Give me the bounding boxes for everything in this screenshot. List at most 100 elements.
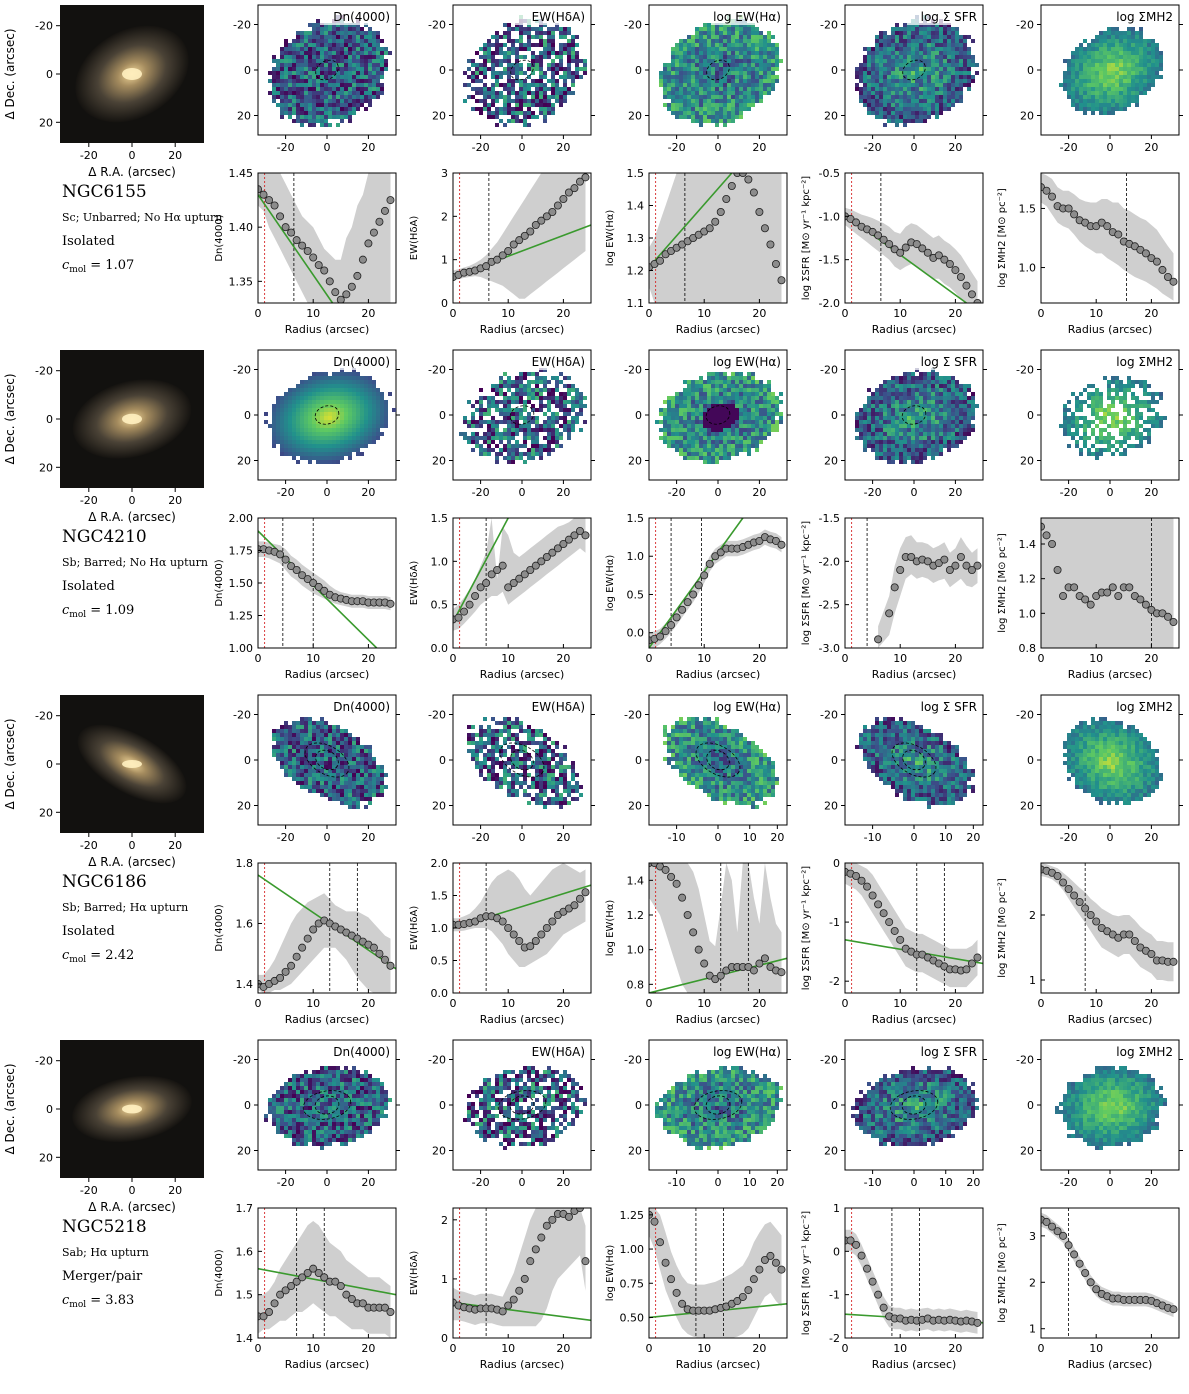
profile-point [554, 202, 561, 209]
profile-point [952, 562, 959, 569]
radius-axis-label: Radius (arcsec) [872, 668, 957, 681]
profile-point [891, 927, 898, 934]
profile-point [527, 228, 534, 235]
profile-point [1170, 958, 1177, 965]
profile-point [1082, 596, 1089, 603]
profile-ylabel: log ΣMH2 [M⊙ pc⁻²] [997, 533, 1008, 633]
profile-xtick-label: 10 [1089, 307, 1103, 320]
profile-xtick-label: 10 [1089, 1342, 1103, 1355]
map-ytick-label: 20 [628, 1145, 642, 1158]
profile-point [549, 208, 556, 215]
map-ytick-label: 20 [824, 800, 838, 813]
profile-ytick-label: 1.00 [229, 642, 254, 655]
profile-point [701, 960, 708, 967]
profile-xtick-label: 0 [646, 997, 653, 1010]
map-ytick-label: 0 [1027, 1099, 1034, 1112]
profile-ytick-label: 3 [1029, 1230, 1036, 1243]
profile-ytick-label: 1.6 [236, 917, 254, 930]
profile-point [337, 296, 344, 303]
profile-point [946, 260, 953, 267]
profile-point [852, 1241, 859, 1248]
profile-point [667, 1276, 674, 1283]
galaxy-name: NGC4210 [62, 527, 147, 547]
profile-ytick-label: 1.2 [1019, 573, 1037, 586]
profile-point [288, 229, 295, 236]
ra-axis-label: Δ R.A. (arcsec) [88, 165, 176, 179]
profile-point [304, 935, 311, 942]
image-ytick-label: 20 [39, 1151, 53, 1164]
image-ytick-label: 0 [46, 758, 53, 771]
profile-xtick-label: 0 [255, 307, 262, 320]
profile-point [858, 877, 865, 884]
profile-ytick-label: 0.5 [627, 588, 645, 601]
profile-ylabel: log ΣMH2 [M⊙ pc⁻²] [997, 878, 1008, 978]
profile-ytick-label: 1.0 [1019, 262, 1037, 275]
profile-ytick-label: 2.00 [229, 512, 254, 525]
map-xtick-label: -20 [277, 1176, 295, 1189]
profile-point [756, 208, 763, 215]
profile-ylabel: log ΣSFR [M⊙ yr⁻¹ kpc⁻²] [801, 521, 812, 645]
map-ytick-label: 0 [831, 754, 838, 767]
galaxy-type: Sb; Barred; Hα upturn [62, 901, 188, 914]
map-ytick-label: -20 [624, 364, 642, 377]
map-title: log EW(Hα) [713, 10, 781, 24]
profile-point [963, 966, 970, 973]
profile-ytick-label: -1 [829, 1289, 840, 1302]
profile-point [750, 189, 757, 196]
map-xtick-label: 0 [324, 831, 331, 844]
dec-axis-label: Δ Dec. (arcsec) [3, 373, 17, 464]
profile-xtick-label: 20 [556, 307, 570, 320]
profile-point [1071, 584, 1078, 591]
profile-ytick-label: 1.4 [1019, 538, 1037, 551]
profile-ytick-label: -3.0 [819, 642, 840, 655]
map-xtick-label: 20 [966, 1176, 980, 1189]
profile-plot-area [841, 173, 981, 307]
profile-ytick-label: 1.5 [236, 1289, 254, 1302]
profile-plot-area [645, 518, 785, 648]
map-ytick-label: 20 [237, 110, 251, 123]
profile-ytick-label: 1 [441, 254, 448, 267]
profile-point [370, 229, 377, 236]
profile-point [299, 242, 306, 249]
map-ytick-label: -20 [428, 19, 446, 32]
map-ytick-label: 0 [244, 754, 251, 767]
map-xtick-label: 0 [715, 141, 722, 154]
profile-point [276, 551, 283, 558]
galaxy-cmol: cmol = 2.42 [62, 948, 134, 965]
profile-ytick-label: -2 [829, 1332, 840, 1345]
profile-point [1159, 266, 1166, 273]
radius-axis-label: Radius (arcsec) [676, 668, 761, 681]
profile-point [505, 1302, 512, 1309]
profile-point [723, 195, 730, 202]
galaxy-environment: Isolated [62, 579, 115, 594]
map-ytick-label: 0 [244, 1099, 251, 1112]
map-xtick-label: 20 [1144, 141, 1158, 154]
profile-point [1059, 1232, 1066, 1239]
profile-point [1059, 879, 1066, 886]
profile-ytick-label: 0.5 [431, 599, 449, 612]
image-xtick-label: 0 [129, 1184, 136, 1197]
map-xtick-label: -10 [864, 831, 882, 844]
profile-point [869, 892, 876, 899]
profile-point [1093, 918, 1100, 925]
profile-point [957, 553, 964, 560]
map-xtick-label: 20 [556, 141, 570, 154]
galaxy-type: Sc; Unbarred; No Hα upturn [62, 211, 222, 224]
profile-point [968, 960, 975, 967]
map-title: Dn(4000) [333, 10, 390, 24]
profile-ylabel: log EW(Hα) [605, 555, 616, 612]
profile-xtick-label: 20 [752, 307, 766, 320]
profile-point [712, 218, 719, 225]
galaxy-name: NGC6155 [62, 182, 147, 202]
profile-point [532, 1246, 539, 1253]
profile-point [582, 174, 589, 181]
radius-axis-label: Radius (arcsec) [676, 1358, 761, 1371]
profile-point [359, 256, 366, 263]
profile-ylabel: EW(HδA) [409, 906, 420, 951]
